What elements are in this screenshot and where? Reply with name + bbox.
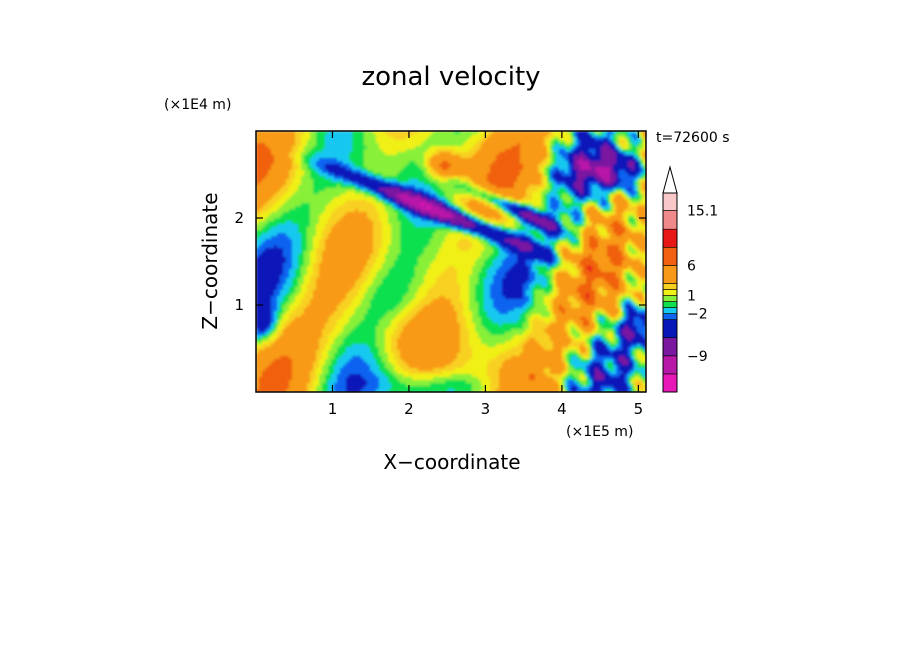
colorbar-level — [662, 307, 678, 314]
y-scale-label: (×1E4 m) — [164, 97, 231, 113]
y-axis-label: Z−coordinate — [198, 192, 222, 329]
x-tick-label: 5 — [634, 400, 644, 418]
plot-area — [256, 131, 646, 392]
colorbar-level — [662, 301, 678, 308]
colorbar-level — [662, 337, 678, 357]
colorbar-level — [662, 289, 678, 296]
x-axis-ticks: 1 2 3 4 5 — [328, 131, 643, 418]
colorbar-level — [662, 319, 678, 339]
colorbar-level — [662, 295, 678, 302]
x-tick-label: 2 — [404, 400, 414, 418]
colorbar-level — [662, 355, 678, 375]
x-tick-label: 1 — [328, 400, 338, 418]
colorbar-label: 6 — [687, 258, 696, 274]
colorbar: 15.1 6 1 −2 −9 — [662, 165, 718, 393]
x-axis-label: X−coordinate — [383, 450, 520, 474]
colorbar-label: 15.1 — [687, 203, 718, 219]
colorbar-frame — [662, 192, 678, 393]
x-tick-label: 3 — [481, 400, 491, 418]
y-axis-ticks: 12 — [234, 209, 646, 314]
colorbar-level — [662, 313, 678, 320]
colorbar-level — [662, 265, 678, 284]
y-tick-label: 2 — [234, 209, 244, 227]
colorbar-level — [662, 210, 678, 230]
x-tick-label: 4 — [557, 400, 567, 418]
colorbar-level — [662, 283, 678, 290]
contour-field — [256, 131, 646, 392]
colorbar-level — [662, 373, 678, 393]
colorbar-level — [662, 192, 678, 211]
colorbar-label: −9 — [687, 349, 708, 365]
x-scale-label: (×1E5 m) — [566, 424, 633, 440]
chart-title: zonal velocity — [361, 62, 540, 92]
y-tick-label: 1 — [234, 296, 244, 314]
colorbar-extension-arrow — [662, 165, 678, 194]
colorbar-label: 1 — [687, 289, 696, 305]
time-label: t=72600 s — [656, 130, 730, 146]
plot-frame — [255, 130, 647, 393]
colorbar-level — [662, 228, 678, 248]
colorbar-level — [662, 246, 678, 266]
colorbar-label: −2 — [687, 307, 708, 323]
